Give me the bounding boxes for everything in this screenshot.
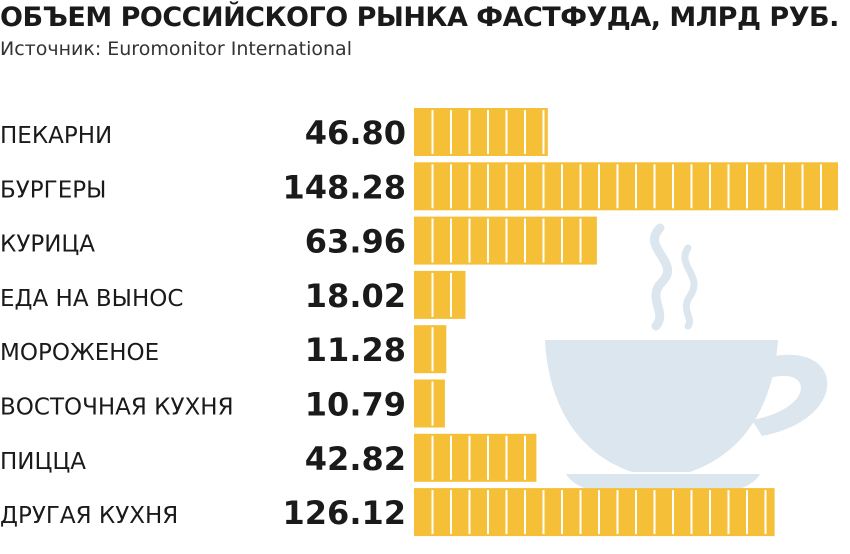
bar-row: МОРОЖЕНОЕ 11.28	[0, 325, 447, 374]
bar-row: ПЕКАРНИ 46.80	[0, 108, 548, 156]
bar-row: ЕДА НА ВЫНОС 18.02	[0, 270, 466, 319]
category-label: БУРГЕРЫ	[0, 177, 106, 203]
bar	[414, 270, 466, 319]
bar	[414, 433, 537, 482]
category-label: ПЕКАРНИ	[0, 123, 112, 149]
value-label: 18.02	[305, 277, 406, 315]
bar	[414, 216, 597, 265]
value-label: 10.79	[305, 386, 406, 424]
bar-row: ДРУГАЯ КУХНЯ 126.12	[0, 488, 775, 537]
coffee-cup-icon	[545, 223, 828, 494]
chart-source: Источник: Euromonitor International	[0, 38, 352, 60]
category-label: ВОСТОЧНАЯ КУХНЯ	[0, 395, 234, 421]
value-label: 63.96	[305, 223, 406, 261]
category-label: ДРУГАЯ КУХНЯ	[0, 503, 178, 529]
category-label: МОРОЖЕНОЕ	[0, 340, 159, 366]
bar	[414, 488, 775, 537]
bar-row: ПИЦЦА 42.82	[0, 433, 537, 482]
value-label: 42.82	[305, 440, 406, 478]
bar-row: ВОСТОЧНАЯ КУХНЯ 10.79	[0, 379, 445, 428]
bar	[414, 162, 838, 211]
bar	[414, 325, 447, 374]
category-label: КУРИЦА	[0, 232, 95, 258]
category-label: ПИЦЦА	[0, 449, 86, 475]
value-label: 148.28	[283, 168, 406, 206]
value-label: 46.80	[305, 114, 406, 152]
value-label: 126.12	[283, 494, 406, 532]
bar	[414, 108, 548, 156]
chart-title: ОБЪЕМ РОССИЙСКОГО РЫНКА ФАСТФУДА, МЛРД Р…	[0, 2, 839, 33]
bar	[414, 379, 445, 428]
category-label: ЕДА НА ВЫНОС	[0, 286, 183, 312]
bar-row: БУРГЕРЫ 148.28	[0, 162, 838, 211]
value-label: 11.28	[305, 331, 406, 369]
bar-row: КУРИЦА 63.96	[0, 216, 597, 265]
